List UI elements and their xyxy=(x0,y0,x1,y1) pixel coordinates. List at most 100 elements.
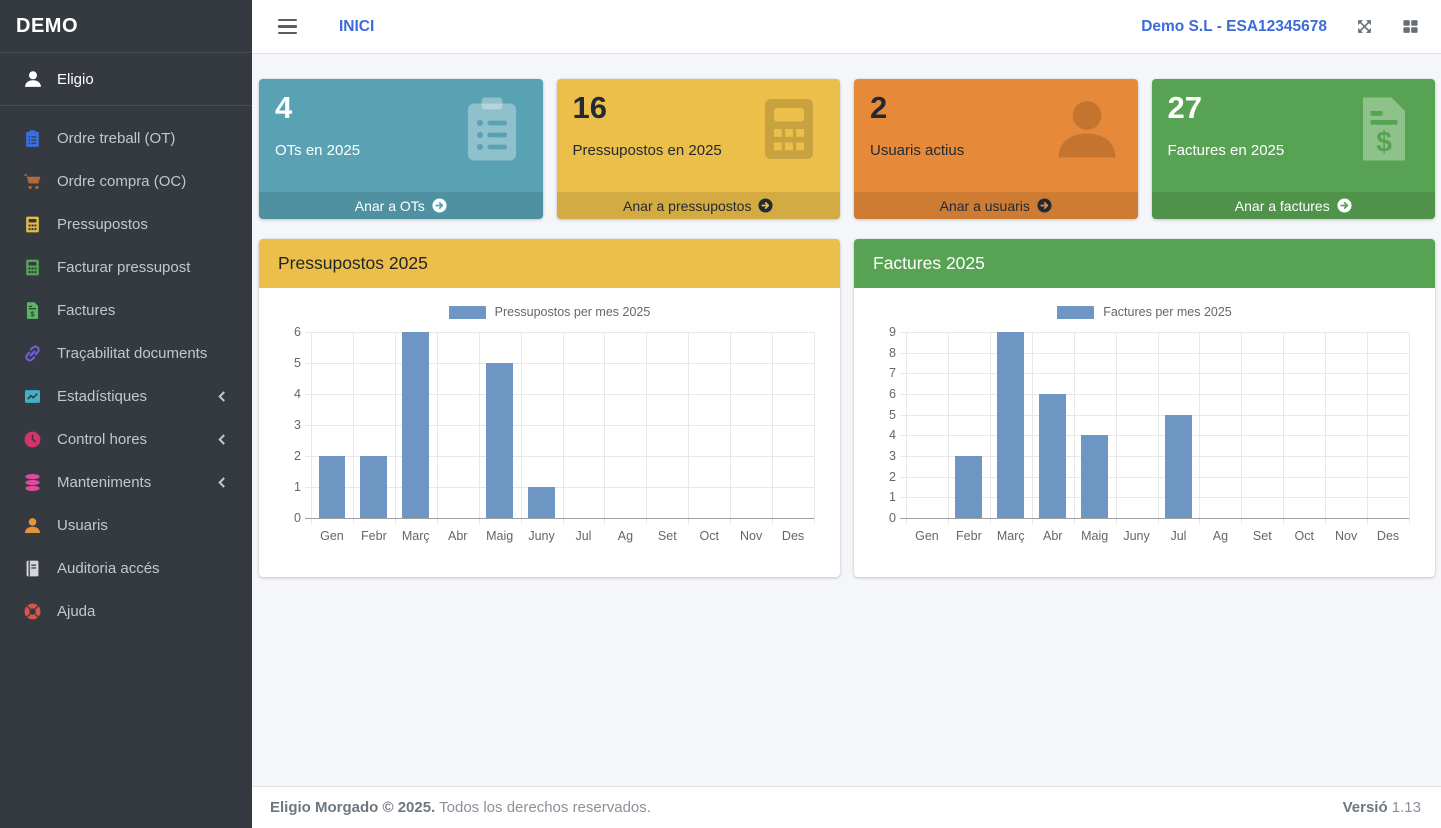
info-box-footer-link[interactable]: Anar a factures xyxy=(1151,192,1435,219)
chart-legend: Factures per mes 2025 xyxy=(876,305,1413,319)
legend-swatch xyxy=(448,305,486,319)
info-box-footer-link[interactable]: Anar a usuaris xyxy=(854,192,1138,219)
y-tick-label: 7 xyxy=(889,366,896,381)
y-tick-label: 0 xyxy=(294,511,301,525)
gridline xyxy=(1325,332,1327,524)
book-icon xyxy=(23,559,42,578)
gridline xyxy=(688,332,690,524)
info-box-footer-link[interactable]: Anar a pressupostos xyxy=(556,192,840,219)
arrow-circle-right-icon xyxy=(432,198,447,213)
info-box-footer-link[interactable]: Anar a OTs xyxy=(259,192,543,219)
y-tick-label: 1 xyxy=(294,480,301,494)
sidebar-item-label: Ordre treball (OT) xyxy=(57,130,176,147)
grid-icon[interactable] xyxy=(1402,18,1419,35)
info-box-value: 4 xyxy=(275,90,293,125)
sidebar-item-pressupostos[interactable]: Pressupostos xyxy=(8,203,244,246)
user-icon xyxy=(1051,90,1123,168)
x-tick-label: Des xyxy=(1376,529,1400,543)
sidebar-item-tracabilitat[interactable]: Traçabilitat documents xyxy=(8,332,244,375)
expand-arrows-icon[interactable] xyxy=(1356,18,1373,35)
gridline xyxy=(1367,332,1369,524)
clipboard-list-icon xyxy=(23,129,42,148)
user-panel[interactable]: Eligio xyxy=(0,53,252,106)
company-link[interactable]: Demo S.L - ESA12345678 xyxy=(1141,17,1327,35)
y-tick-label: 3 xyxy=(889,449,896,463)
info-box-label: OTs en 2025 xyxy=(275,141,361,159)
legend-label: Pressupostos per mes 2025 xyxy=(494,305,651,319)
hamburger-menu-icon[interactable] xyxy=(278,18,297,35)
collapse-button[interactable] xyxy=(1408,258,1416,270)
x-tick-label: Febr xyxy=(956,529,982,543)
gridline xyxy=(900,394,1409,395)
info-box-ots: 4 OTs en 2025 Anar a OTs xyxy=(259,79,543,219)
sidebar-item-ordre-treball[interactable]: Ordre treball (OT) xyxy=(8,117,244,160)
info-box-label: Pressupostos en 2025 xyxy=(572,141,722,159)
y-tick-label: 6 xyxy=(889,387,896,401)
sidebar: DEMO Eligio Ordre treball (OT) Ordre com… xyxy=(0,0,252,828)
gridline xyxy=(947,332,949,524)
gridline xyxy=(1073,332,1075,524)
gridline xyxy=(520,332,522,524)
brand-logo[interactable]: DEMO xyxy=(0,0,252,53)
charts-row: Pressupostos 2025 Pressupostos per mes 2… xyxy=(259,239,1435,577)
footer-link-label: Anar a pressupostos xyxy=(623,197,752,214)
bar-chart-factures: 0 1 2 3 4 5 6 7 8 9 Gen Febr Març Abr Maig Juny Jul Ag Set… xyxy=(889,325,1410,543)
footer-link-label: Anar a OTs xyxy=(354,197,425,214)
sidebar-item-ordre-compra[interactable]: Ordre compra (OC) xyxy=(8,160,244,203)
sidebar-item-facturar-pressupost[interactable]: Facturar pressupost xyxy=(8,246,244,289)
y-tick-label: 6 xyxy=(294,325,301,339)
y-tick-label: 2 xyxy=(294,449,301,463)
info-box-pressupostos: 16 Pressupostos en 2025 Anar a pressupos… xyxy=(556,79,840,219)
bar-Febr xyxy=(360,456,388,518)
gridline xyxy=(1283,332,1285,524)
sidebar-item-label: Estadístiques xyxy=(57,388,148,405)
copyright-text: Eligio Morgado © 2025. Todos los derecho… xyxy=(270,799,651,816)
sidebar-item-label: Auditoria accés xyxy=(57,560,160,577)
nav-link-inici[interactable]: INICI xyxy=(339,17,375,35)
sidebar-item-usuaris[interactable]: Usuaris xyxy=(8,504,244,547)
collapse-button[interactable] xyxy=(813,258,821,270)
y-tick-label: 3 xyxy=(294,418,301,432)
info-box-body: 27 Factures en 2025 $ xyxy=(1152,79,1436,192)
gridline xyxy=(1115,332,1117,524)
gridline xyxy=(1409,332,1410,524)
gridline xyxy=(906,332,907,524)
bar-chart-pressupostos: 0 1 2 3 4 5 6 Gen Febr Març Abr Maig Juny Jul Ag Set Oct… xyxy=(294,325,815,543)
x-tick-label: Oct xyxy=(1294,529,1314,543)
gridline xyxy=(305,363,814,364)
main-area: INICI Demo S.L - ESA12345678 4 OTs en 20… xyxy=(252,0,1441,828)
page-footer: Eligio Morgado © 2025. Todos los derecho… xyxy=(252,786,1441,828)
link-icon xyxy=(23,344,42,363)
svg-text:$: $ xyxy=(1376,127,1392,159)
x-tick-label: Jul xyxy=(1170,529,1187,543)
sidebar-item-label: Traçabilitat documents xyxy=(57,345,208,362)
svg-text:$: $ xyxy=(30,309,35,318)
calculator-icon xyxy=(23,215,42,234)
gridline xyxy=(814,332,815,524)
y-tick-label: 4 xyxy=(294,387,301,401)
gridline xyxy=(772,332,774,524)
gridline xyxy=(900,518,1409,519)
sidebar-item-estadistiques[interactable]: Estadístiques xyxy=(8,375,244,418)
user-icon xyxy=(23,69,43,89)
gridline xyxy=(305,518,814,519)
card-body: Pressupostos per mes 2025 0 1 2 3 4 5 6 Gen Febr… xyxy=(259,288,840,577)
sidebar-item-auditoria[interactable]: Auditoria accés xyxy=(8,547,244,590)
y-tick-label: 5 xyxy=(294,356,301,370)
invoice-dollar-icon: $ xyxy=(1348,90,1420,168)
arrow-circle-right-icon xyxy=(758,198,773,213)
navbar-right: Demo S.L - ESA12345678 xyxy=(1141,18,1419,36)
gridline xyxy=(900,497,1409,499)
sidebar-item-ajuda[interactable]: Ajuda xyxy=(8,590,244,633)
bar-Maig xyxy=(1081,435,1109,518)
sidebar-item-control-hores[interactable]: Control hores xyxy=(8,418,244,461)
sidebar-item-factures[interactable]: $ Factures xyxy=(8,289,244,332)
sidebar-item-manteniments[interactable]: Manteniments xyxy=(8,461,244,504)
bar-Març xyxy=(997,332,1025,518)
legend-swatch xyxy=(1057,305,1095,319)
gridline xyxy=(900,373,1409,375)
version-text: Versió 1.13 xyxy=(1342,799,1421,816)
sidebar-item-label: Pressupostos xyxy=(57,216,148,233)
calculator-icon xyxy=(23,258,42,277)
sidebar-item-label: Usuaris xyxy=(57,517,108,534)
